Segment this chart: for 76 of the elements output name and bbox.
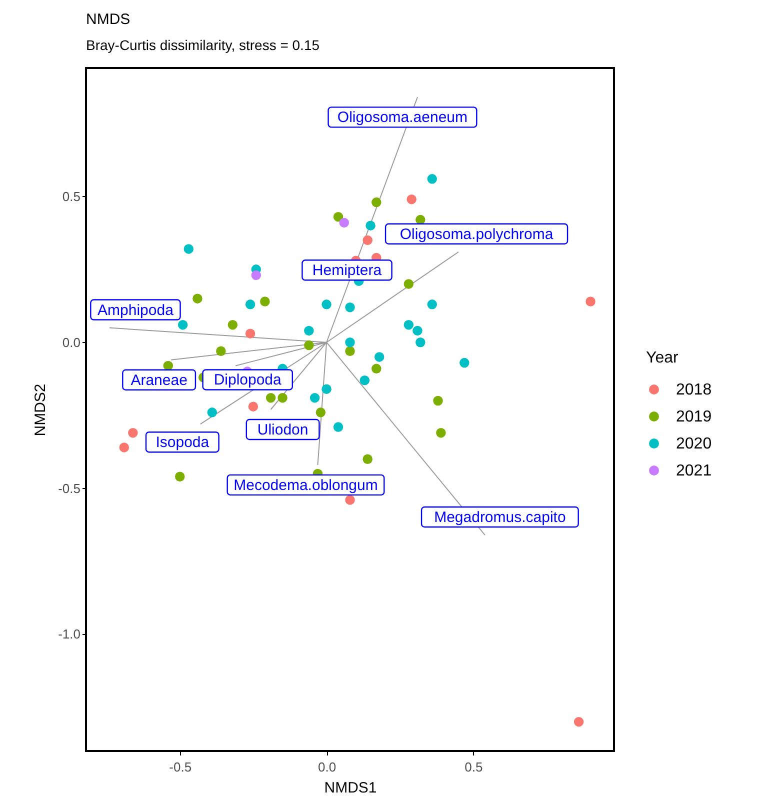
point: [266, 392, 276, 403]
annotation: Araneae: [130, 372, 188, 389]
point: [128, 428, 138, 438]
point: [416, 214, 426, 225]
point: [119, 442, 130, 452]
point: [207, 408, 218, 418]
point: [228, 320, 238, 330]
legend-title: Year: [646, 350, 679, 366]
point: [345, 302, 355, 312]
point: [574, 716, 584, 727]
legend-label: 2019: [676, 408, 712, 426]
point: [404, 320, 414, 330]
annotation: Amphipoda: [98, 302, 174, 319]
point: [163, 360, 174, 371]
point: [333, 212, 344, 222]
point: [174, 472, 185, 482]
point: [339, 218, 350, 228]
point: [416, 338, 426, 348]
point: [178, 320, 188, 330]
y-tick-label: 0.5: [62, 188, 80, 204]
point: [245, 328, 256, 338]
chart-subtitle: Bray-Curtis dissimilarity, stress = 0.15: [86, 37, 320, 53]
point: [310, 392, 320, 403]
point: [406, 194, 416, 204]
annotation: Diplopoda: [214, 372, 282, 389]
point: [322, 384, 332, 394]
point: [316, 408, 326, 418]
x-tick-label: 0.5: [464, 760, 483, 774]
y-tick-label: 0.0: [62, 334, 80, 350]
annotation: Oligosoma.polychroma: [400, 226, 554, 243]
point: [248, 402, 258, 412]
x-axis-title: NMDS1: [324, 780, 377, 796]
point: [374, 352, 384, 362]
point: [366, 220, 376, 230]
point: [372, 364, 382, 374]
point: [345, 346, 355, 356]
point: [436, 428, 446, 438]
point: [362, 235, 372, 246]
point: [345, 338, 355, 348]
point: [216, 346, 226, 356]
annotation: Uliodon: [257, 422, 308, 438]
point: [460, 358, 470, 368]
point: [304, 326, 314, 336]
legend-label: 2021: [676, 462, 712, 480]
point: [427, 300, 438, 310]
legend-label: 2018: [676, 382, 712, 398]
point: [412, 326, 422, 336]
annotation: Mecodema.oblongum: [234, 476, 378, 494]
chart-title: NMDS: [86, 11, 130, 28]
point: [260, 296, 270, 306]
point: [360, 375, 370, 386]
point: [322, 300, 332, 310]
legend-label: 2020: [676, 436, 712, 452]
point: [304, 340, 314, 350]
annotation: Megadromus.capito: [434, 509, 566, 526]
point: [251, 270, 262, 280]
annotation: Hemiptera: [312, 262, 382, 280]
y-tick-label: -0.5: [58, 480, 80, 496]
point: [433, 396, 443, 406]
y-axis-title: NMDS2: [32, 384, 50, 436]
point: [427, 174, 438, 184]
point: [362, 454, 372, 464]
point: [333, 422, 344, 432]
y-tick-label: -1.0: [58, 626, 80, 642]
annotation: Oligosoma.aeneum: [337, 109, 468, 126]
x-tick-label: 0.0: [318, 760, 336, 774]
point: [245, 300, 256, 310]
point: [192, 294, 202, 304]
point: [586, 296, 596, 306]
x-tick-label: -0.5: [169, 760, 192, 774]
point: [184, 244, 194, 254]
point: [372, 197, 382, 208]
point: [404, 279, 414, 289]
point: [278, 392, 288, 403]
annotation: Isopoda: [156, 434, 210, 452]
point: [345, 495, 355, 505]
